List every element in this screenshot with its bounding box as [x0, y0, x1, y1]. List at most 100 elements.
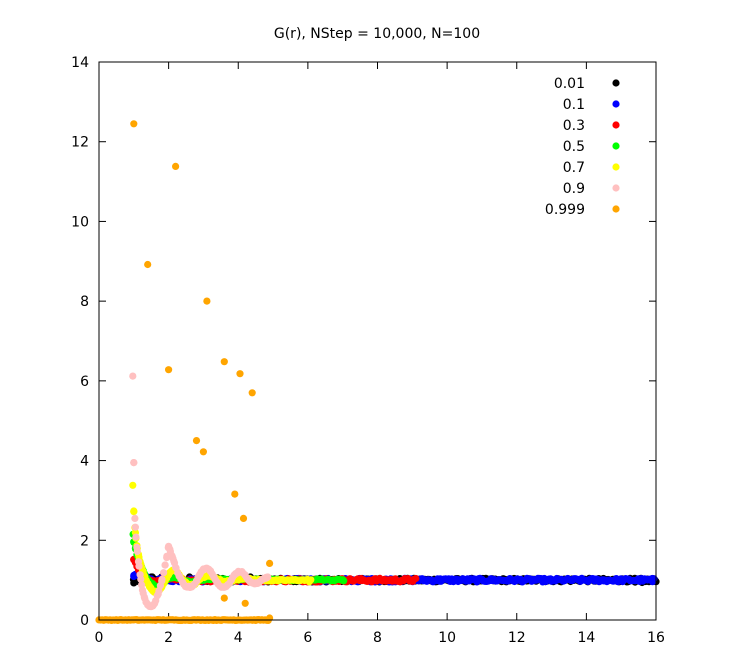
data-point — [236, 370, 244, 378]
data-point — [635, 577, 643, 585]
legend-marker — [612, 184, 620, 192]
legend-label: 0.999 — [545, 202, 585, 218]
legend-label: 0.3 — [563, 118, 585, 134]
data-point — [137, 575, 145, 583]
legend-marker — [612, 163, 620, 171]
data-point — [648, 578, 657, 586]
data-point — [196, 570, 204, 578]
data-point — [203, 297, 211, 305]
data-point — [192, 437, 201, 445]
data-point — [454, 576, 462, 584]
data-point — [318, 575, 326, 583]
data-point — [617, 576, 625, 584]
x-tick-label: 12 — [508, 630, 526, 646]
data-point — [339, 576, 347, 584]
data-point — [248, 389, 256, 397]
data-point — [241, 599, 249, 607]
plot-frame — [98, 61, 657, 621]
y-tick-label: 14 — [71, 55, 89, 71]
legend: 0.01 0.1 0.3 0.5 0.7 0.9 0.999 — [545, 76, 620, 218]
data-point — [165, 366, 173, 374]
data-point — [290, 576, 298, 584]
data-point — [129, 372, 137, 380]
legend-label: 0.1 — [563, 97, 585, 113]
data-point — [264, 573, 272, 581]
y-tick-label: 8 — [80, 294, 89, 310]
data-point — [170, 557, 178, 565]
data-point — [530, 576, 538, 584]
x-tick-label: 6 — [303, 630, 312, 646]
y-tick-label: 2 — [80, 533, 89, 549]
x-tick-label: 10 — [438, 630, 456, 646]
data-point — [328, 576, 336, 584]
data-point — [239, 514, 248, 523]
data-point — [129, 481, 137, 489]
legend-marker — [612, 142, 620, 150]
data-point — [304, 576, 312, 584]
series-0.999 — [95, 120, 274, 625]
y-tick-label: 10 — [71, 214, 89, 230]
x-tick-label: 14 — [577, 630, 595, 646]
data-point — [154, 590, 162, 598]
legend-marker — [612, 100, 620, 108]
y-tick-label: 6 — [80, 374, 89, 390]
data-point — [227, 576, 235, 584]
data-point — [220, 358, 228, 366]
data-point — [373, 576, 382, 584]
data-point — [172, 162, 180, 170]
x-tick-label: 8 — [373, 630, 382, 646]
data-point — [210, 573, 218, 581]
data-point — [436, 575, 444, 583]
x-tick-label: 2 — [164, 630, 173, 646]
data-point — [356, 576, 364, 585]
data-point — [548, 577, 556, 585]
data-point — [131, 514, 139, 523]
y-tick-label: 0 — [80, 613, 89, 629]
data-point — [132, 533, 140, 541]
chart-title: G(r), NStep = 10,000, N=100 — [274, 26, 480, 42]
data-point — [206, 567, 214, 576]
series-0.9 — [129, 372, 272, 611]
data-point — [575, 575, 584, 583]
data-point — [192, 577, 201, 585]
y-tick-label: 12 — [71, 135, 89, 151]
data-point — [269, 576, 277, 585]
data-point — [175, 572, 183, 580]
data-point — [135, 562, 143, 570]
data-point — [408, 576, 416, 584]
data-point — [158, 577, 166, 585]
x-tick-label: 4 — [234, 630, 243, 646]
data-point — [138, 586, 147, 594]
x-tick-label: 0 — [95, 630, 104, 646]
data-point — [266, 614, 274, 622]
data-point — [172, 563, 180, 572]
data-point — [231, 490, 239, 498]
data-point — [130, 508, 138, 516]
data-point — [220, 594, 228, 602]
y-tick-label: 4 — [80, 454, 89, 470]
data-point — [133, 547, 141, 556]
legend-label: 0.5 — [563, 139, 585, 155]
legend-marker — [612, 205, 620, 213]
data-point — [130, 459, 138, 467]
legend-label: 0.9 — [563, 181, 585, 197]
data-point — [391, 577, 399, 585]
legend-label: 0.01 — [554, 76, 585, 92]
data-point — [478, 575, 486, 583]
data-point — [513, 576, 521, 585]
legend-marker — [612, 121, 620, 129]
data-point — [161, 561, 169, 569]
data-point — [600, 577, 608, 585]
data-point — [199, 448, 207, 456]
data-point — [130, 120, 138, 128]
data-point — [151, 599, 159, 607]
legend-label: 0.7 — [563, 160, 585, 176]
data-point — [160, 569, 168, 577]
data-points — [95, 120, 660, 625]
data-point — [266, 559, 274, 568]
data-point — [131, 523, 139, 531]
data-point — [144, 260, 152, 269]
legend-marker — [612, 79, 620, 87]
x-tick-label: 16 — [647, 630, 665, 646]
